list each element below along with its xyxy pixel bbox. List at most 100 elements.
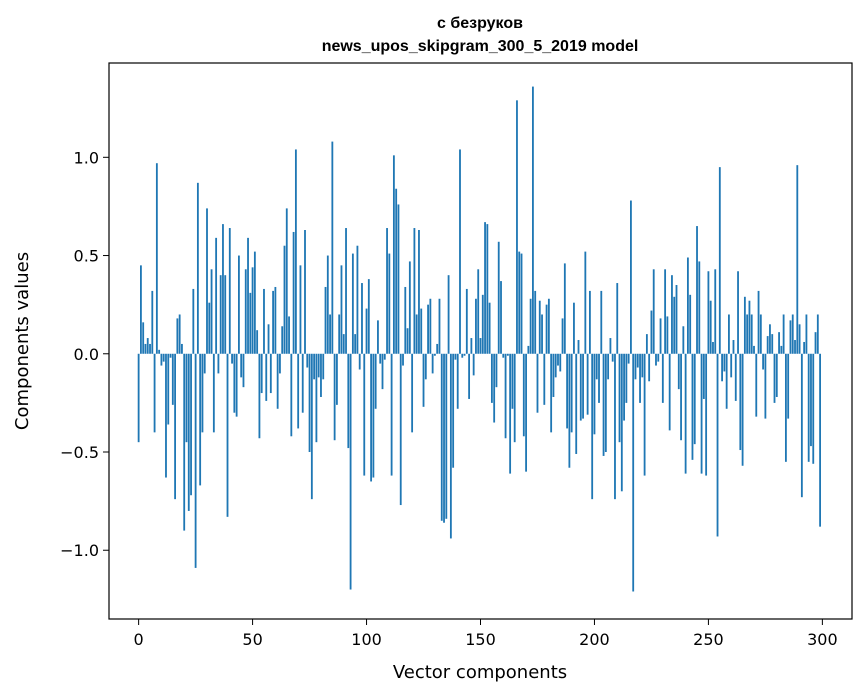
bar-59 (272, 290, 275, 354)
bar-61 (276, 353, 279, 409)
bar-56 (265, 353, 268, 401)
bar-34 (215, 237, 218, 354)
bar-276 (766, 336, 769, 354)
bar-17 (176, 318, 179, 354)
bar-40 (228, 228, 231, 354)
bar-32 (210, 269, 213, 354)
bar-182 (552, 353, 555, 397)
bar-216 (630, 200, 632, 354)
bar-200 (593, 353, 596, 435)
bar-163 (509, 353, 512, 474)
bar-191 (573, 302, 575, 354)
bar-176 (538, 300, 541, 354)
bar-135 (445, 353, 448, 519)
bar-118 (406, 328, 409, 354)
bar-3 (144, 343, 147, 354)
bar-266 (743, 296, 746, 354)
bar-42 (233, 353, 236, 413)
bar-279 (773, 353, 776, 403)
bar-22 (187, 353, 190, 511)
bar-139 (454, 353, 457, 360)
bar-71 (299, 265, 302, 354)
bar-67 (290, 353, 293, 437)
bar-212 (620, 353, 623, 492)
bar-189 (568, 353, 571, 468)
bar-170 (525, 353, 527, 472)
bar-240 (684, 353, 687, 474)
bar-72 (301, 353, 304, 413)
bar-190 (570, 353, 573, 433)
bar-165 (513, 353, 516, 443)
bar-187 (563, 263, 566, 354)
bar-188 (566, 353, 569, 429)
bar-30 (206, 208, 208, 354)
bar-105 (377, 320, 379, 354)
bar-83 (326, 255, 329, 354)
bar-18 (178, 314, 181, 354)
bar-119 (408, 261, 411, 354)
bar-224 (648, 353, 651, 382)
bar-84 (329, 314, 331, 354)
bar-230 (661, 353, 664, 403)
bar-227 (655, 353, 657, 366)
bar-28 (201, 353, 204, 433)
bar-174 (534, 290, 537, 354)
bar-41 (231, 353, 233, 364)
bar-168 (520, 253, 523, 354)
bar-204 (602, 353, 605, 456)
bar-297 (814, 332, 817, 354)
bar-258 (725, 353, 728, 409)
bar-6 (151, 290, 154, 354)
bar-285 (787, 353, 790, 419)
bar-23 (190, 353, 192, 496)
y-tick-label: −0.5 (60, 443, 99, 462)
bar-48 (247, 237, 249, 354)
bar-271 (755, 353, 758, 417)
y-axis-ticks: −1.0 −0.5 0.0 0.5 1.0 (60, 148, 109, 560)
bar-53 (258, 353, 261, 439)
bar-52 (256, 330, 259, 354)
bar-205 (604, 353, 607, 452)
bar-69 (294, 149, 297, 354)
bar-68 (292, 231, 295, 354)
bar-213 (623, 353, 625, 421)
bar-169 (522, 353, 525, 437)
bar-147 (472, 353, 475, 376)
bar-186 (561, 318, 564, 354)
bar-262 (734, 353, 737, 401)
x-tick-label: 0 (134, 630, 144, 649)
bar-13 (167, 353, 170, 425)
bar-39 (226, 353, 229, 517)
bar-89 (340, 265, 343, 354)
bar-81 (322, 353, 325, 380)
bar-225 (650, 310, 653, 354)
bar-284 (784, 353, 787, 462)
bar-58 (269, 353, 272, 394)
bar-247 (700, 353, 703, 474)
bar-87 (336, 353, 338, 405)
bar-181 (550, 353, 553, 433)
chart-title-line1: с безруков (437, 15, 523, 32)
bar-77 (313, 353, 316, 380)
bar-57 (267, 324, 270, 354)
bar-20 (183, 353, 186, 531)
bar-99 (363, 353, 366, 476)
bar-253 (714, 269, 717, 354)
bar-259 (728, 314, 730, 354)
bar-7 (153, 353, 156, 433)
bar-127 (427, 304, 429, 354)
bar-171 (527, 345, 530, 354)
bar-26 (196, 182, 199, 354)
bar-263 (737, 271, 739, 354)
bar-19 (181, 343, 183, 354)
bar-12 (165, 353, 167, 478)
bar-280 (775, 353, 778, 397)
bar-222 (643, 353, 646, 476)
bar-202 (598, 353, 600, 403)
bar-242 (689, 294, 692, 354)
bar-283 (782, 314, 785, 354)
bar-290 (798, 324, 801, 354)
bar-220 (639, 353, 641, 403)
bar-31 (208, 302, 211, 354)
